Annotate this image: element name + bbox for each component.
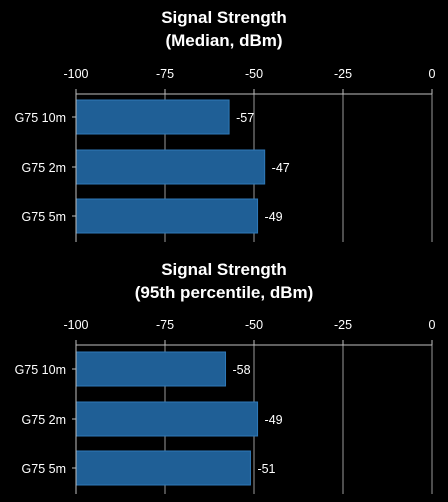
chart-1-bar-1 [75,99,230,135]
chart-2-x-tick-label-2: -75 [156,318,174,332]
chart-2-bar-2 [75,401,259,437]
chart-2-category-label-1: G75 10m [15,363,66,377]
chart-2-x-tick-label-3: -50 [245,318,263,332]
chart-2-bar-1 [75,351,227,387]
chart-2-bar-3 [75,450,251,486]
chart-1-x-tick-label-1: -100 [63,67,88,81]
chart-1-title-line-1: Signal Strength [161,8,287,27]
chart-2-category-label-3: G75 5m [22,462,66,476]
chart-1-value-label-2: -47 [272,161,290,175]
chart-1-category-label-2: G75 2m [22,161,66,175]
chart-2-value-label-3: -51 [257,462,275,476]
chart-1-x-tick-label-3: -50 [245,67,263,81]
chart-2-value-label-1: -58 [233,363,251,377]
chart-1-category-label-1: G75 10m [15,111,66,125]
chart-1-value-label-1: -57 [236,111,254,125]
chart-1-x-tick-label-5: 0 [429,67,436,81]
chart-1-x-tick-label-4: -25 [334,67,352,81]
chart-1-x-tick-label-2: -75 [156,67,174,81]
chart-1-value-label-3: -49 [265,210,283,224]
chart-2-category-label-2: G75 2m [22,413,66,427]
chart-1-bar-3 [75,198,259,234]
chart-2-x-tick-label-4: -25 [334,318,352,332]
chart-2-x-tick-label-1: -100 [63,318,88,332]
chart-1-category-label-3: G75 5m [22,210,66,224]
chart-2-title-line-2: (95th percentile, dBm) [135,283,314,302]
chart-1-title-line-2: (Median, dBm) [165,31,282,50]
chart-2-value-label-2: -49 [265,413,283,427]
chart-2-x-tick-label-5: 0 [429,318,436,332]
chart-1-bar-2 [75,149,266,185]
chart-2-title-line-1: Signal Strength [161,260,287,279]
